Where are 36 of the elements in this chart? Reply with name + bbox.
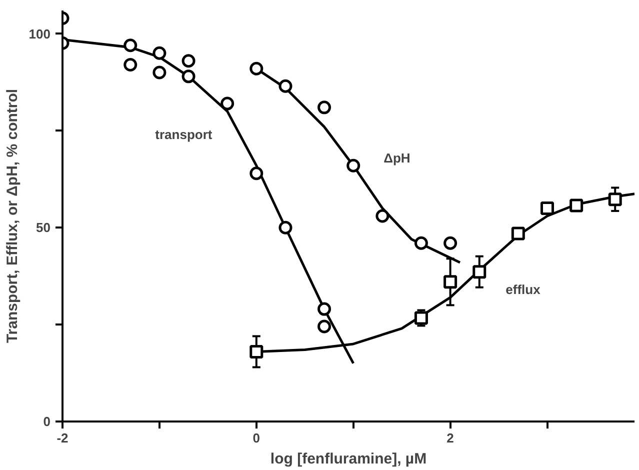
point (152, 66, 166, 80)
x-axis-title: log [fenfluramine], µM (270, 450, 427, 468)
point (346, 158, 360, 172)
x-tick-label: 0 (252, 430, 260, 446)
point (278, 79, 292, 93)
point (570, 198, 584, 212)
point (250, 344, 264, 358)
point (608, 192, 622, 206)
point (124, 38, 138, 52)
point (376, 209, 390, 223)
point (152, 46, 166, 60)
point (444, 275, 458, 289)
point (540, 201, 554, 215)
point (318, 320, 332, 334)
annotation: transport (155, 127, 213, 142)
annotation: efflux (506, 282, 542, 298)
point (250, 62, 264, 76)
point (278, 220, 292, 234)
point (182, 70, 196, 84)
y-tick-label: 100 (28, 26, 51, 42)
point (444, 236, 458, 250)
point (414, 236, 428, 250)
point (511, 226, 525, 240)
point (182, 54, 196, 68)
y-tick-label: 0 (43, 414, 51, 429)
point (318, 100, 332, 114)
x-tick-label: 2 (446, 430, 454, 446)
point (318, 302, 332, 316)
y-axis-title: Transport, Efflux, or ΔpH, % control (4, 88, 21, 344)
annotation: ΔpH (384, 150, 410, 166)
point (472, 265, 486, 279)
point (250, 166, 264, 180)
point (124, 58, 138, 72)
y-tick-label: 50 (36, 220, 51, 236)
x-tick-label: -2 (56, 430, 68, 446)
point (220, 96, 234, 110)
